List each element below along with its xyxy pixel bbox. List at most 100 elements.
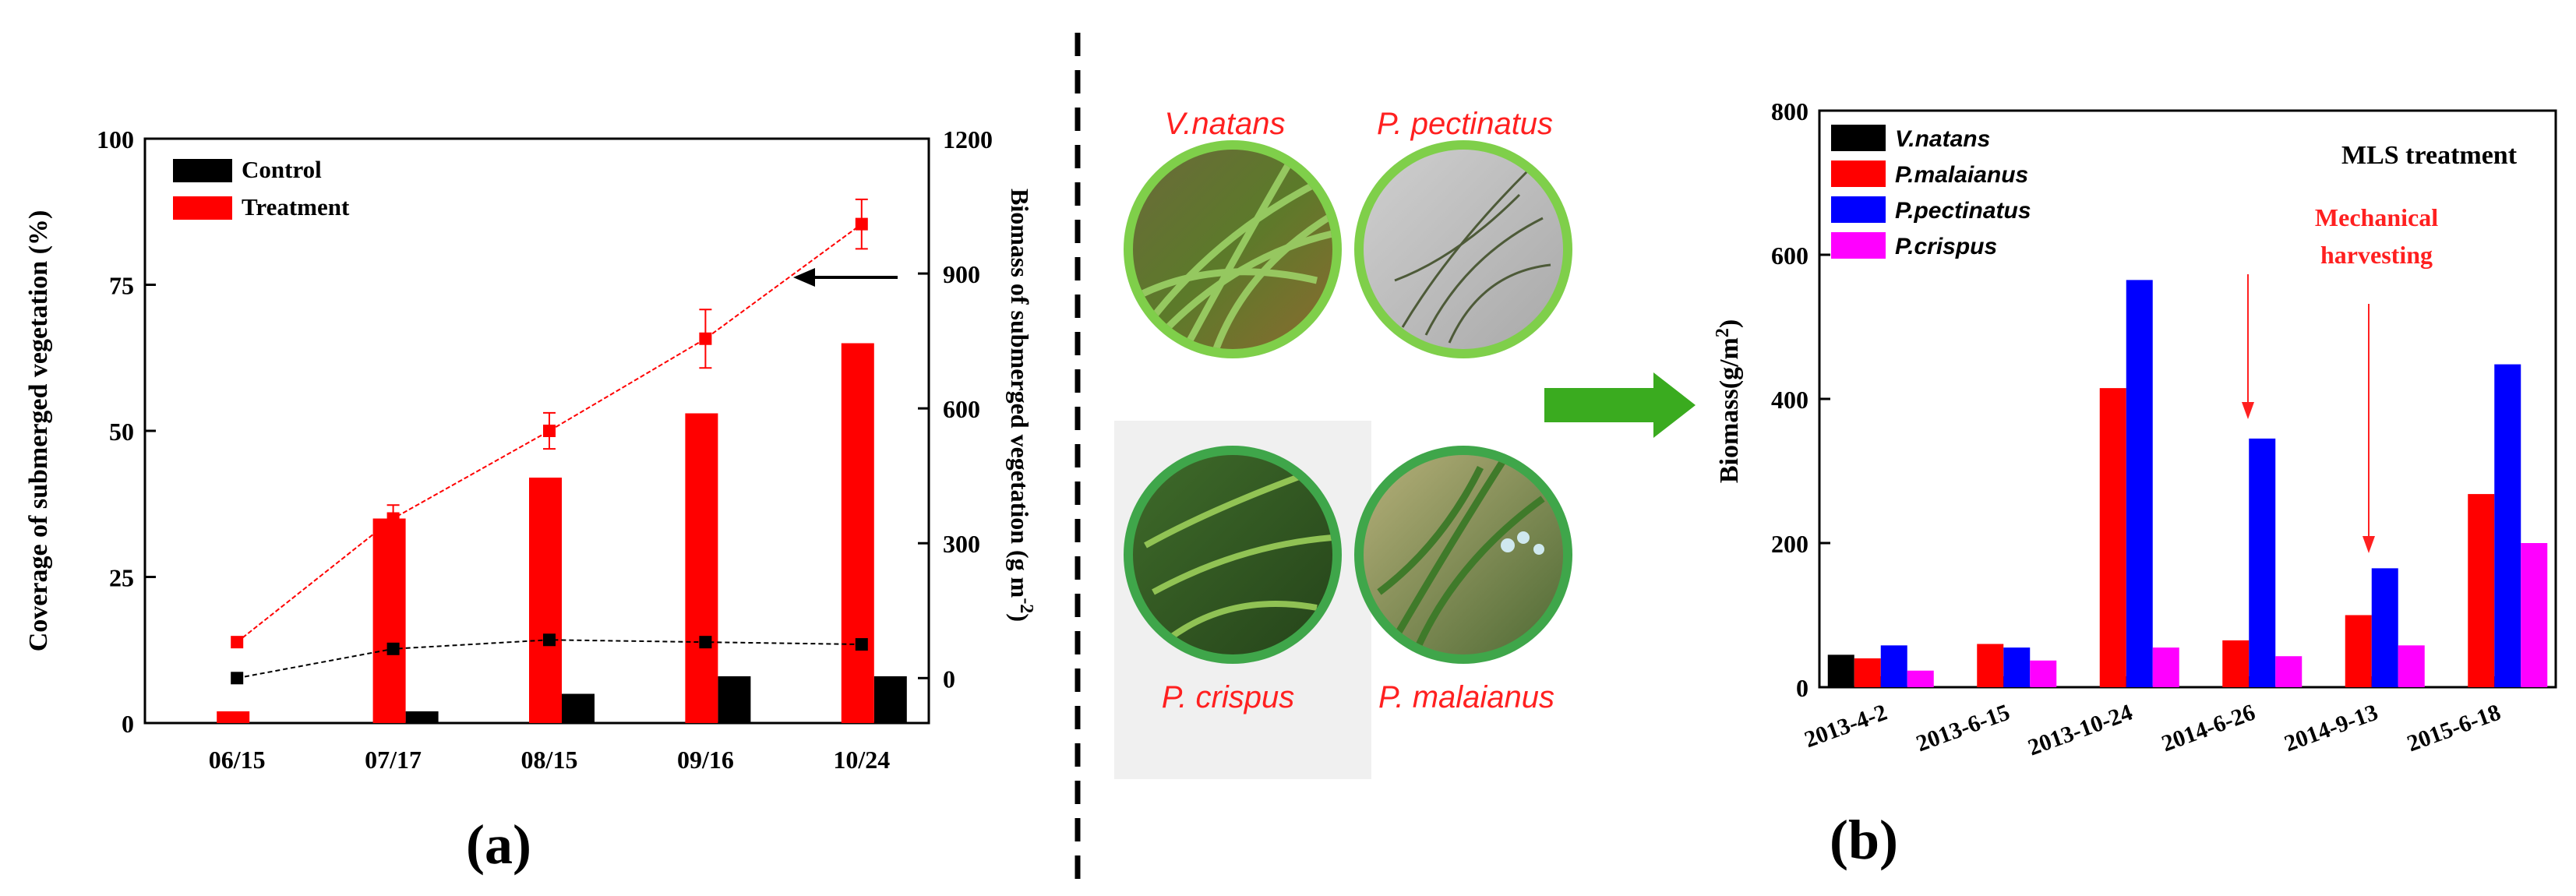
point-control — [386, 642, 400, 655]
bar-control — [718, 676, 751, 723]
species-photo-panel: V.natans P. pectinatus P. crispus P. mal… — [1114, 107, 1696, 779]
bar-treatment — [528, 478, 562, 723]
bar-ppectinatus — [2126, 280, 2153, 687]
panel-a-left-axis-title: Coverage of submerged vegetation (%) — [24, 210, 53, 652]
bar-control — [561, 693, 595, 723]
photo-p-malaianus — [1354, 446, 1572, 664]
x-axis-tick-label: 07/17 — [365, 746, 422, 774]
legend-swatch-pcrispus — [1831, 232, 1886, 259]
legend-control-label: Control — [242, 156, 322, 183]
photo-label-p-malaianus: P. malaianus — [1378, 680, 1554, 714]
legend-treatment-label: Treatment — [242, 193, 350, 220]
legend-label: P.pectinatus — [1895, 198, 2031, 224]
photo-v-natans — [1124, 140, 1342, 358]
photo-p-pectinatus — [1354, 140, 1572, 358]
bar-treatment — [685, 413, 718, 723]
panel-a-chart: 0 25 50 75 100 0 300 600 900 1200 06/15 07/17 08/1… — [24, 125, 1036, 876]
legend-treatment-swatch — [173, 196, 232, 220]
y-axis-tick-label: 600 — [1771, 242, 1808, 270]
bar-ppectinatus — [2371, 568, 2398, 687]
bar-treatment — [841, 343, 874, 723]
harvest-arrow-2-icon — [2363, 304, 2375, 553]
right-axis-tick-label: 900 — [943, 260, 980, 288]
bar-ppectinatus — [2003, 647, 2031, 687]
harvest-arrow-1-icon — [2242, 274, 2254, 419]
right-axis-tick-label: 600 — [943, 395, 980, 423]
legend-label: V.natans — [1895, 126, 1990, 152]
x-axis-tick-label: 2014-6-26 — [2158, 700, 2259, 757]
bar-pmalaianus — [2468, 494, 2495, 687]
x-axis-tick-label: 09/16 — [677, 746, 734, 774]
photo-label-p-pectinatus: P. pectinatus — [1377, 107, 1553, 141]
harvest-annotation-line2: harvesting — [2320, 241, 2433, 269]
left-axis-tick-label: 50 — [109, 418, 134, 446]
point-control — [231, 672, 244, 685]
point-treatment — [231, 636, 244, 649]
bar-pcrispus — [2275, 656, 2303, 687]
y-axis-tick-label: 400 — [1771, 386, 1808, 414]
panel-b-plot-frame — [1818, 109, 2557, 689]
bar-ppectinatus — [1880, 645, 1907, 687]
bar-pcrispus — [2030, 660, 2057, 687]
x-axis-tick-label: 2014-9-13 — [2281, 700, 2381, 757]
bar-treatment — [372, 518, 406, 723]
panel-b-legend: V.natans P.malaianus P.pectinatus P.crispus — [1831, 125, 2031, 259]
bar-pcrispus — [2152, 647, 2179, 687]
photo-p-crispus — [1124, 446, 1342, 664]
panel-a-label: (a) — [466, 813, 531, 876]
left-axis-tick-label: 25 — [109, 564, 134, 592]
x-axis-tick-label: 2013-10-24 — [2024, 700, 2136, 761]
panel-b-label: (b) — [1830, 809, 1898, 871]
point-control — [542, 633, 556, 647]
y-axis-tick-label: 200 — [1771, 530, 1808, 558]
x-axis-tick-label: 2015-6-18 — [2404, 700, 2504, 757]
point-treatment — [699, 332, 712, 345]
bar-pmalaianus — [2222, 640, 2250, 687]
x-axis-tick-label: 2013-6-15 — [1913, 700, 2013, 757]
right-axis-tick-label: 0 — [943, 665, 955, 693]
legend-swatch-ppectinatus — [1831, 196, 1886, 223]
x-axis-tick-label: 06/15 — [209, 746, 266, 774]
panel-b-treatment-title: MLS treatment — [2341, 141, 2518, 170]
point-treatment — [855, 217, 868, 231]
right-axis-tick-label: 300 — [943, 530, 980, 558]
bar-vnatans — [1827, 654, 1854, 687]
panel-b-y-axis-title: Biomass(g/m2) — [1713, 319, 1744, 483]
x-axis-tick-label: 10/24 — [833, 746, 890, 774]
point-treatment — [542, 425, 556, 437]
left-axis-tick-label: 0 — [122, 710, 134, 738]
point-control — [855, 638, 868, 651]
panel-a-legend: Control Treatment — [173, 156, 350, 220]
bar-ppectinatus — [2494, 364, 2521, 687]
legend-swatch-vnatans — [1831, 125, 1886, 151]
y-axis-tick-label: 800 — [1771, 97, 1808, 125]
green-arrow-icon — [1544, 372, 1696, 438]
harvest-annotation-line1: Mechanical — [2315, 203, 2438, 231]
bar-pcrispus — [2398, 645, 2425, 687]
bar-pmalaianus — [2099, 388, 2126, 687]
photo-label-p-crispus: P. crispus — [1162, 680, 1294, 714]
panel-a-right-axis-title: Biomass of submerged vegetation (g m-2) — [1006, 189, 1036, 622]
right-axis-tick-label: 1200 — [943, 125, 993, 153]
bar-pmalaianus — [1977, 644, 2004, 687]
x-axis-tick-label: 2013-4-2 — [1801, 700, 1891, 753]
legend-control-swatch — [173, 159, 232, 182]
right-axis-pointer-arrow — [793, 268, 898, 287]
bar-pmalaianus — [2345, 615, 2372, 687]
legend-label: P.malaianus — [1895, 162, 2028, 188]
bar-pmalaianus — [1854, 658, 1881, 687]
bar-pcrispus — [1907, 670, 1934, 687]
panel-b-chart: 0 200 400 600 800 2013-4-2 2013-6-15 2013-10-2… — [1713, 97, 2557, 871]
photo-label-v-natans: V.natans — [1165, 107, 1286, 141]
bar-control — [873, 676, 907, 723]
bar-control — [405, 711, 439, 723]
bar-treatment — [217, 711, 250, 723]
legend-label: P.crispus — [1895, 234, 1997, 259]
left-axis-tick-label: 100 — [97, 125, 134, 153]
left-axis-tick-label: 75 — [109, 272, 134, 300]
x-axis-tick-label: 08/15 — [521, 746, 578, 774]
legend-swatch-pmalaianus — [1831, 161, 1886, 187]
bar-ppectinatus — [2249, 438, 2276, 687]
y-axis-tick-label: 0 — [1796, 674, 1808, 702]
